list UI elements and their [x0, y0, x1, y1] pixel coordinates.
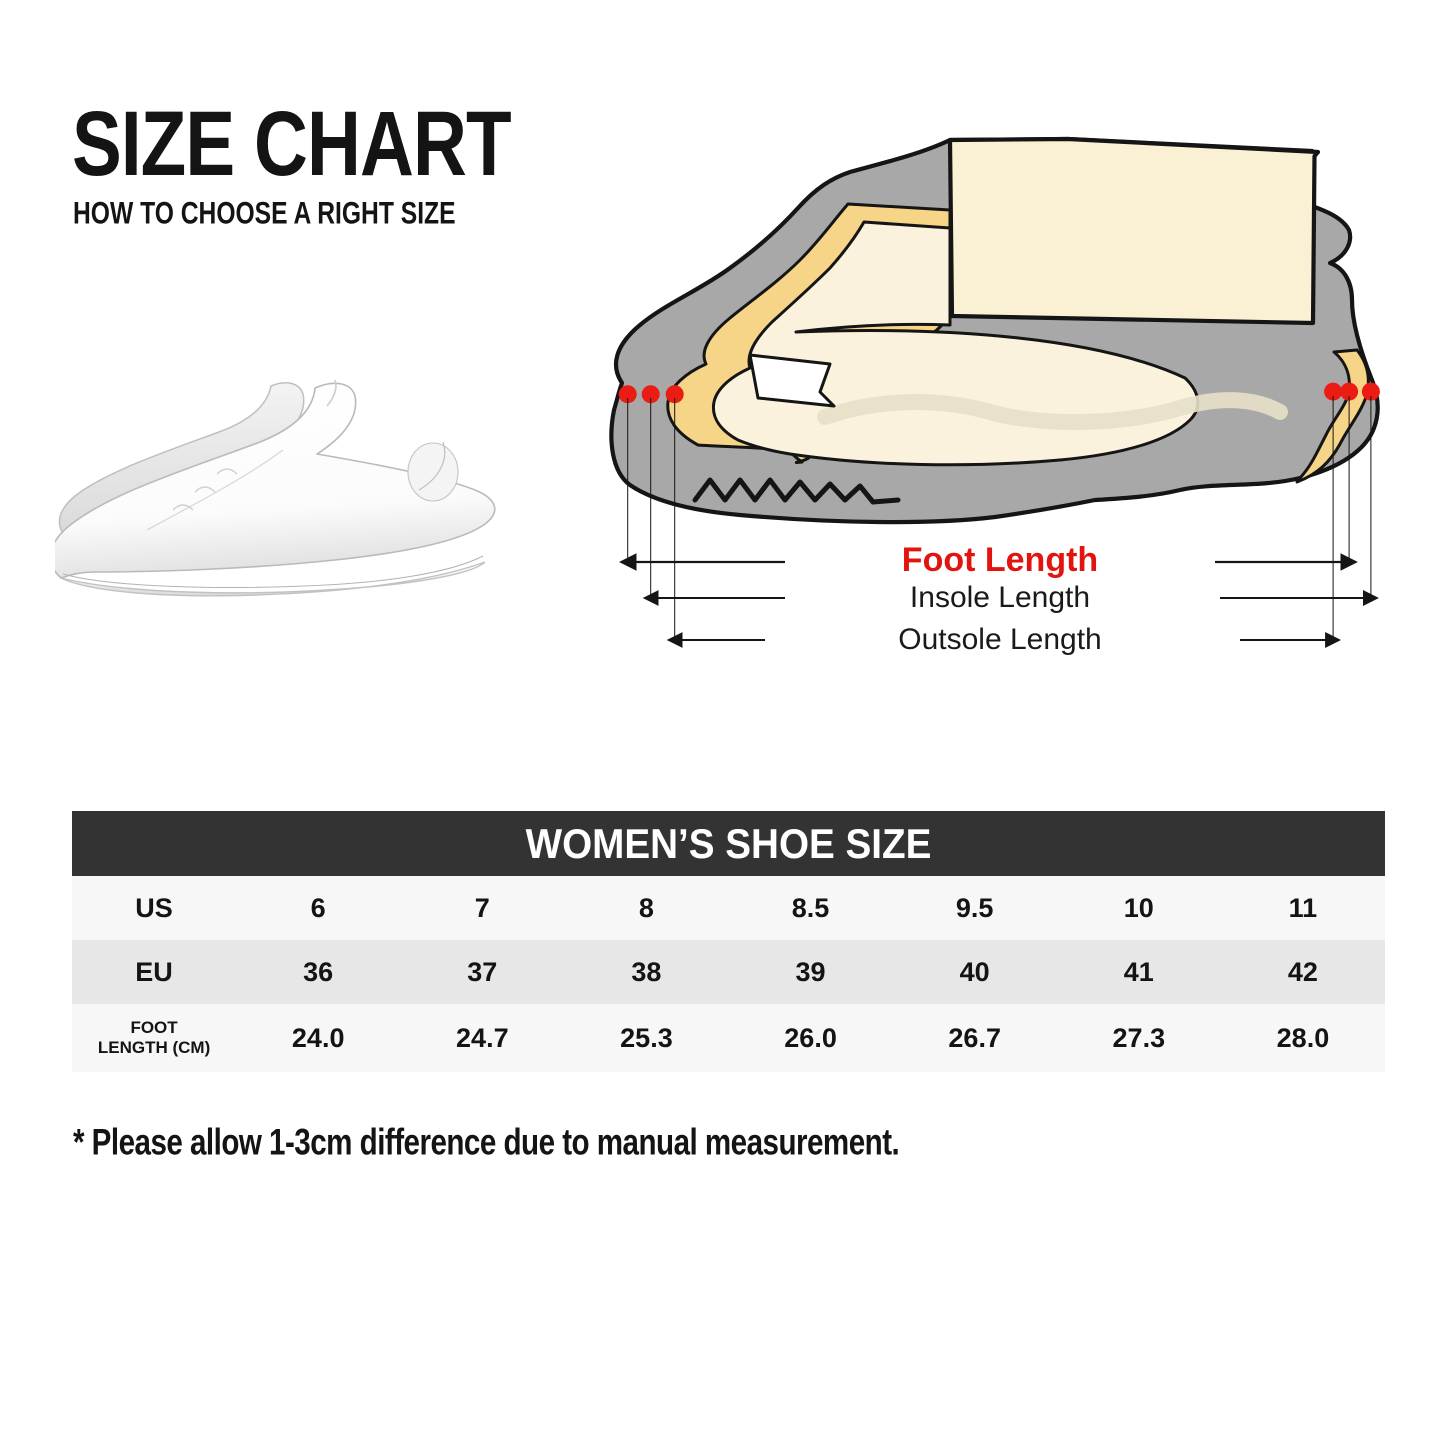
- svg-text:Outsole Length: Outsole Length: [898, 623, 1101, 656]
- svg-text:Insole Length: Insole Length: [910, 581, 1090, 614]
- svg-text:Foot Length: Foot Length: [902, 541, 1098, 579]
